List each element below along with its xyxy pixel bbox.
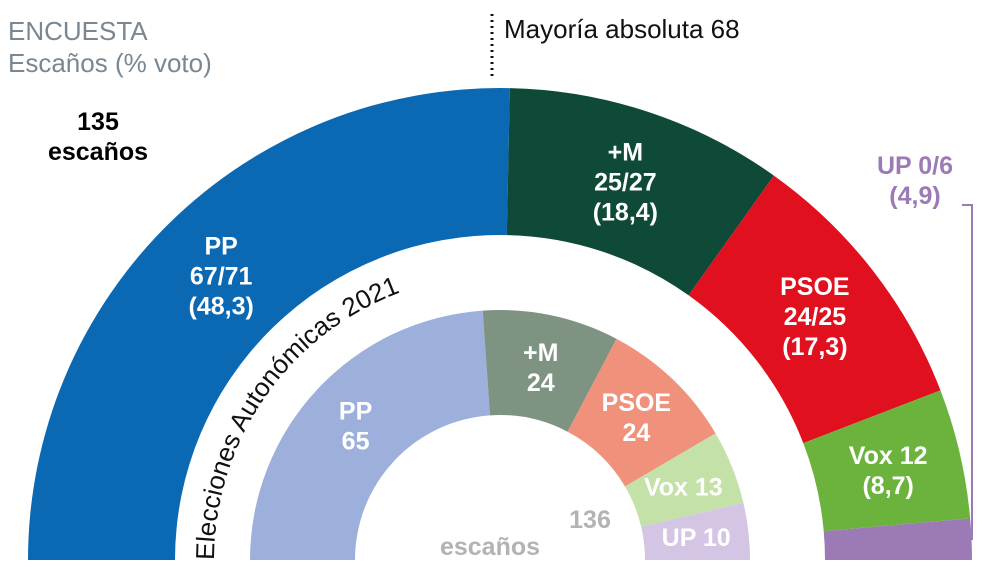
label-part: UP xyxy=(877,152,911,180)
seat-sector xyxy=(506,88,774,296)
label-part: (48,3) xyxy=(189,292,254,320)
majority-label: Mayoría absoluta 68 xyxy=(504,14,740,44)
label-part: (18,4) xyxy=(593,199,658,227)
segment-label: (48,3) xyxy=(189,292,254,320)
seat-sector xyxy=(250,310,490,560)
label-part: (4,9) xyxy=(889,182,940,210)
label-part: UP xyxy=(662,524,696,552)
label-part: 67/71 xyxy=(190,262,253,290)
segment-label: 25/27 xyxy=(594,169,657,197)
segment-label: 24 xyxy=(527,369,555,397)
label-part: PP xyxy=(339,397,372,425)
segment-label: PP xyxy=(205,232,238,260)
inner-total: 136 xyxy=(569,506,611,534)
total-unit: escaños xyxy=(48,138,148,166)
segment-label: Vox 13 xyxy=(644,474,723,502)
label-part: +M xyxy=(608,139,643,167)
label-part: PP xyxy=(205,232,238,260)
segment-label: Vox 12 xyxy=(849,442,928,470)
label-part: 13 xyxy=(695,474,723,502)
label-part: 24 xyxy=(622,419,650,447)
label-part: PSOE xyxy=(780,273,849,301)
label-part: 0/6 xyxy=(918,152,953,180)
segment-label: (18,4) xyxy=(593,199,658,227)
segment-label: (8,7) xyxy=(862,472,913,500)
label-part: Vox xyxy=(849,442,893,470)
segment-label: +M xyxy=(523,339,558,367)
seat-sector xyxy=(641,502,750,560)
label-part: +M xyxy=(523,339,558,367)
label-part: 10 xyxy=(703,524,731,552)
segment-label: (17,3) xyxy=(782,333,847,361)
segment-label: PSOE xyxy=(602,389,671,417)
segment-label: (4,9) xyxy=(889,182,940,210)
segment-label: +M xyxy=(608,139,643,167)
segment-label: PP xyxy=(339,397,372,425)
label-part: 25/27 xyxy=(594,169,657,197)
segment-label: PSOE xyxy=(780,273,849,301)
label-part: Vox xyxy=(644,474,688,502)
chart-subtitle: Escaños (% voto) xyxy=(8,48,212,78)
total-seats: 135 xyxy=(77,108,119,136)
chart-title: ENCUESTA xyxy=(8,16,148,46)
label-part: (8,7) xyxy=(862,472,913,500)
label-part: 24/25 xyxy=(784,303,847,331)
up-bracket xyxy=(962,204,973,540)
seat-sector xyxy=(567,338,716,487)
label-part: 24 xyxy=(527,369,555,397)
label-part: (17,3) xyxy=(782,333,847,361)
segment-label: 67/71 xyxy=(190,262,253,290)
seat-sector xyxy=(823,518,972,560)
segment-label: UP 0/6 xyxy=(877,152,953,180)
label-part: PSOE xyxy=(602,389,671,417)
seat-sector xyxy=(28,88,510,561)
seat-sector xyxy=(688,175,941,444)
label-part: 65 xyxy=(342,427,370,455)
seat-sector xyxy=(803,390,971,532)
inner-total-unit: escaños xyxy=(440,533,540,561)
ring: PP67/71(48,3)+M25/27(18,4)PSOE24/25(17,3… xyxy=(28,88,972,561)
segment-label: 24/25 xyxy=(784,303,847,331)
segment-label: 24 xyxy=(622,419,650,447)
segment-label: UP 10 xyxy=(662,524,731,552)
segment-label: 65 xyxy=(342,427,370,455)
seat-sector xyxy=(625,433,744,527)
label-part: 12 xyxy=(900,442,928,470)
seat-sector xyxy=(482,310,617,432)
